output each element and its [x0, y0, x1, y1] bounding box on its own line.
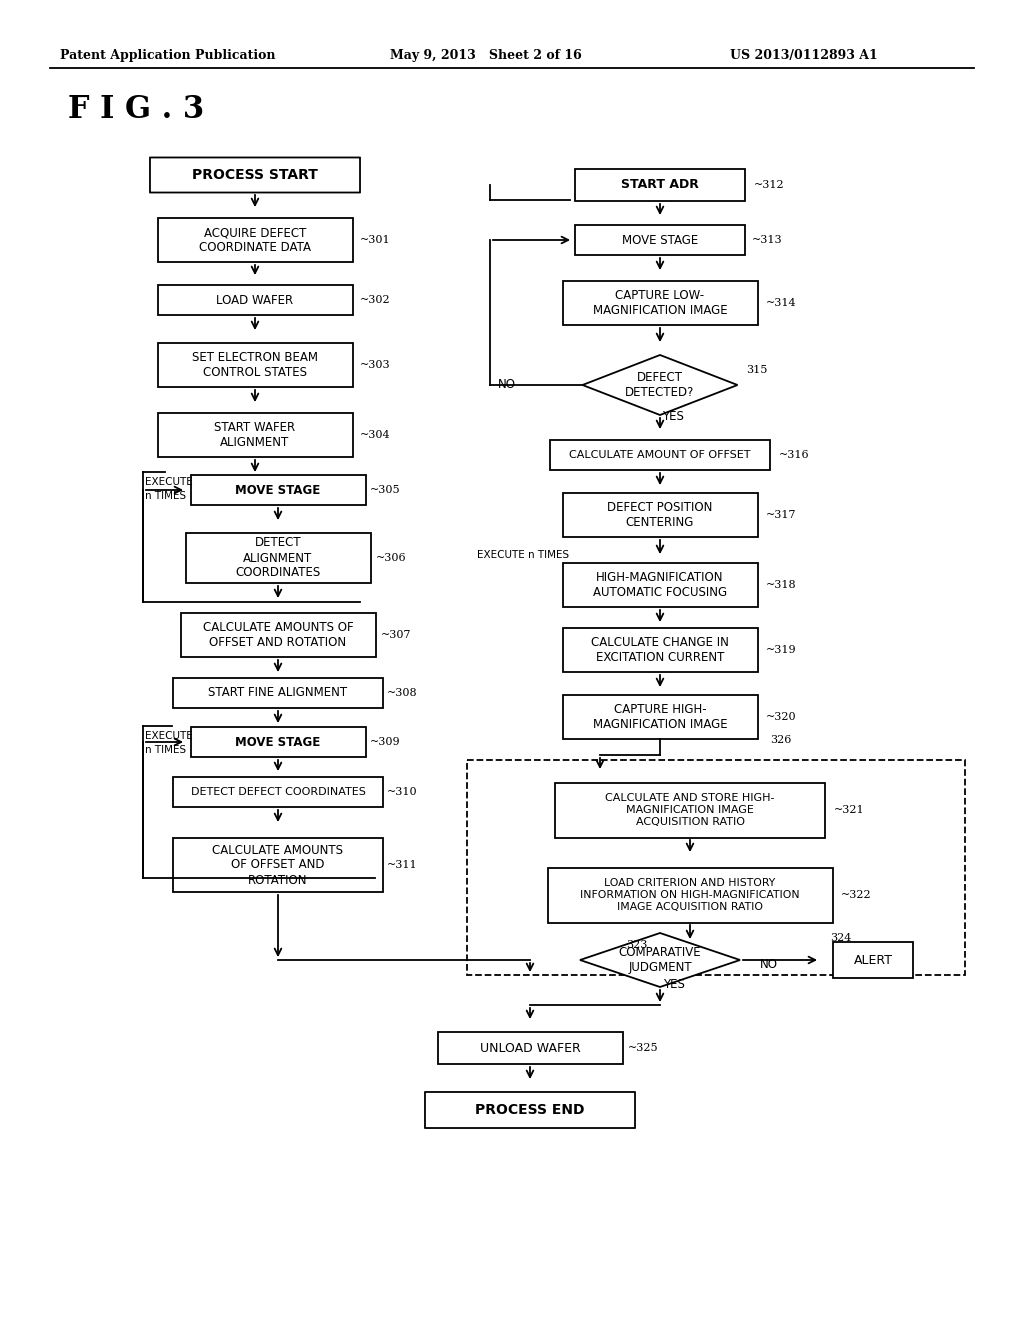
FancyBboxPatch shape: [550, 440, 770, 470]
FancyBboxPatch shape: [575, 169, 745, 201]
FancyBboxPatch shape: [437, 1032, 623, 1064]
Text: ~311: ~311: [387, 861, 418, 870]
Text: ~322: ~322: [841, 890, 871, 900]
Text: ~303: ~303: [360, 360, 390, 370]
Text: ~302: ~302: [360, 294, 390, 305]
FancyBboxPatch shape: [575, 224, 745, 255]
Text: ~301: ~301: [360, 235, 390, 246]
Text: MOVE STAGE: MOVE STAGE: [236, 735, 321, 748]
FancyBboxPatch shape: [562, 696, 758, 739]
Text: MOVE STAGE: MOVE STAGE: [236, 483, 321, 496]
Text: CALCULATE AMOUNTS
OF OFFSET AND
ROTATION: CALCULATE AMOUNTS OF OFFSET AND ROTATION: [213, 843, 343, 887]
Text: F I G . 3: F I G . 3: [68, 95, 204, 125]
Text: May 9, 2013   Sheet 2 of 16: May 9, 2013 Sheet 2 of 16: [390, 49, 582, 62]
Text: EXECUTE n TIMES: EXECUTE n TIMES: [477, 550, 569, 560]
FancyBboxPatch shape: [158, 413, 352, 457]
Text: LOAD CRITERION AND HISTORY
INFORMATION ON HIGH-MAGNIFICATION
IMAGE ACQUISITION R: LOAD CRITERION AND HISTORY INFORMATION O…: [581, 878, 800, 912]
FancyBboxPatch shape: [425, 1092, 635, 1129]
Text: 315: 315: [746, 366, 767, 375]
Text: ~321: ~321: [834, 805, 864, 814]
Text: ~319: ~319: [766, 645, 797, 655]
Text: ~308: ~308: [387, 688, 418, 698]
Text: DEFECT POSITION
CENTERING: DEFECT POSITION CENTERING: [607, 502, 713, 529]
Text: ~310: ~310: [387, 787, 418, 797]
Text: DEFECT
DETECTED?: DEFECT DETECTED?: [626, 371, 694, 399]
Text: ~314: ~314: [766, 298, 797, 308]
Text: HIGH-MAGNIFICATION
AUTOMATIC FOCUSING: HIGH-MAGNIFICATION AUTOMATIC FOCUSING: [593, 572, 727, 599]
FancyBboxPatch shape: [173, 838, 383, 892]
Text: NO: NO: [498, 379, 516, 392]
FancyBboxPatch shape: [190, 727, 366, 756]
Text: US 2013/0112893 A1: US 2013/0112893 A1: [730, 49, 878, 62]
FancyBboxPatch shape: [562, 628, 758, 672]
Text: CAPTURE LOW-
MAGNIFICATION IMAGE: CAPTURE LOW- MAGNIFICATION IMAGE: [593, 289, 727, 317]
Text: SET ELECTRON BEAM
CONTROL STATES: SET ELECTRON BEAM CONTROL STATES: [193, 351, 318, 379]
Text: START ADR: START ADR: [622, 178, 699, 191]
FancyBboxPatch shape: [173, 777, 383, 807]
Text: n TIMES: n TIMES: [145, 744, 186, 755]
FancyBboxPatch shape: [833, 942, 913, 978]
FancyBboxPatch shape: [158, 218, 352, 261]
Text: DETECT
ALIGNMENT
COORDINATES: DETECT ALIGNMENT COORDINATES: [236, 536, 321, 579]
Text: ACQUIRE DEFECT
COORDINATE DATA: ACQUIRE DEFECT COORDINATE DATA: [199, 226, 311, 253]
Text: EXECUTE: EXECUTE: [145, 477, 193, 487]
FancyBboxPatch shape: [158, 343, 352, 387]
Text: DETECT DEFECT COORDINATES: DETECT DEFECT COORDINATES: [190, 787, 366, 797]
Text: LOAD WAFER: LOAD WAFER: [216, 293, 294, 306]
Text: PROCESS END: PROCESS END: [475, 1104, 585, 1117]
Text: ~316: ~316: [779, 450, 810, 459]
Text: YES: YES: [663, 978, 685, 991]
Text: 326: 326: [770, 735, 792, 744]
Text: ~320: ~320: [766, 711, 797, 722]
Text: Patent Application Publication: Patent Application Publication: [60, 49, 275, 62]
Text: START FINE ALIGNMENT: START FINE ALIGNMENT: [209, 686, 347, 700]
Text: CALCULATE AND STORE HIGH-
MAGNIFICATION IMAGE
ACQUISITION RATIO: CALCULATE AND STORE HIGH- MAGNIFICATION …: [605, 793, 775, 826]
Text: MOVE STAGE: MOVE STAGE: [622, 234, 698, 247]
FancyBboxPatch shape: [150, 157, 360, 193]
Polygon shape: [583, 355, 737, 414]
FancyBboxPatch shape: [173, 678, 383, 708]
Text: EXECUTE: EXECUTE: [145, 731, 193, 741]
Text: PROCESS START: PROCESS START: [193, 168, 317, 182]
Text: ~307: ~307: [381, 630, 412, 640]
Text: ~313: ~313: [752, 235, 782, 246]
Text: 323: 323: [626, 940, 647, 950]
Text: UNLOAD WAFER: UNLOAD WAFER: [479, 1041, 581, 1055]
Text: ~304: ~304: [360, 430, 390, 440]
Text: CAPTURE HIGH-
MAGNIFICATION IMAGE: CAPTURE HIGH- MAGNIFICATION IMAGE: [593, 704, 727, 731]
FancyBboxPatch shape: [158, 285, 352, 315]
FancyBboxPatch shape: [180, 612, 376, 657]
Text: ~309: ~309: [370, 737, 400, 747]
Text: CALCULATE AMOUNT OF OFFSET: CALCULATE AMOUNT OF OFFSET: [569, 450, 751, 459]
FancyBboxPatch shape: [562, 281, 758, 325]
Text: ~305: ~305: [370, 484, 400, 495]
Text: ~312: ~312: [754, 180, 784, 190]
FancyBboxPatch shape: [548, 867, 833, 923]
Text: CALCULATE AMOUNTS OF
OFFSET AND ROTATION: CALCULATE AMOUNTS OF OFFSET AND ROTATION: [203, 620, 353, 649]
FancyBboxPatch shape: [190, 475, 366, 506]
FancyBboxPatch shape: [555, 783, 825, 837]
FancyBboxPatch shape: [562, 564, 758, 607]
Text: ~325: ~325: [628, 1043, 658, 1053]
Text: n TIMES: n TIMES: [145, 491, 186, 502]
Text: ALERT: ALERT: [853, 953, 893, 966]
Polygon shape: [580, 933, 740, 987]
Text: ~306: ~306: [376, 553, 407, 564]
Text: YES: YES: [662, 409, 684, 422]
FancyBboxPatch shape: [185, 533, 371, 583]
Text: 324: 324: [830, 933, 851, 942]
Text: START WAFER
ALIGNMENT: START WAFER ALIGNMENT: [214, 421, 296, 449]
Text: NO: NO: [760, 958, 778, 972]
Text: ~318: ~318: [766, 579, 797, 590]
FancyBboxPatch shape: [562, 492, 758, 537]
Text: ~317: ~317: [766, 510, 797, 520]
Text: CALCULATE CHANGE IN
EXCITATION CURRENT: CALCULATE CHANGE IN EXCITATION CURRENT: [591, 636, 729, 664]
Text: COMPARATIVE
JUDGMENT: COMPARATIVE JUDGMENT: [618, 946, 701, 974]
